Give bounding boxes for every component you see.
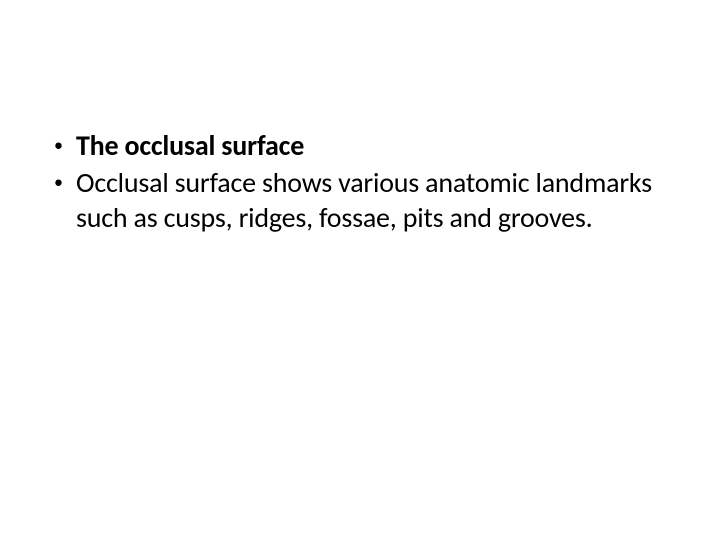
bullet-text: The occlusal surface xyxy=(76,128,304,163)
bullet-list: • The occlusal surface • Occlusal surfac… xyxy=(48,128,672,235)
bullet-marker-icon: • xyxy=(48,128,76,157)
list-item: • Occlusal surface shows various anatomi… xyxy=(48,165,672,235)
slide-container: • The occlusal surface • Occlusal surfac… xyxy=(0,0,720,540)
bullet-marker-icon: • xyxy=(48,165,76,194)
bullet-text: Occlusal surface shows various anatomic … xyxy=(76,165,672,235)
list-item: • The occlusal surface xyxy=(48,128,672,163)
